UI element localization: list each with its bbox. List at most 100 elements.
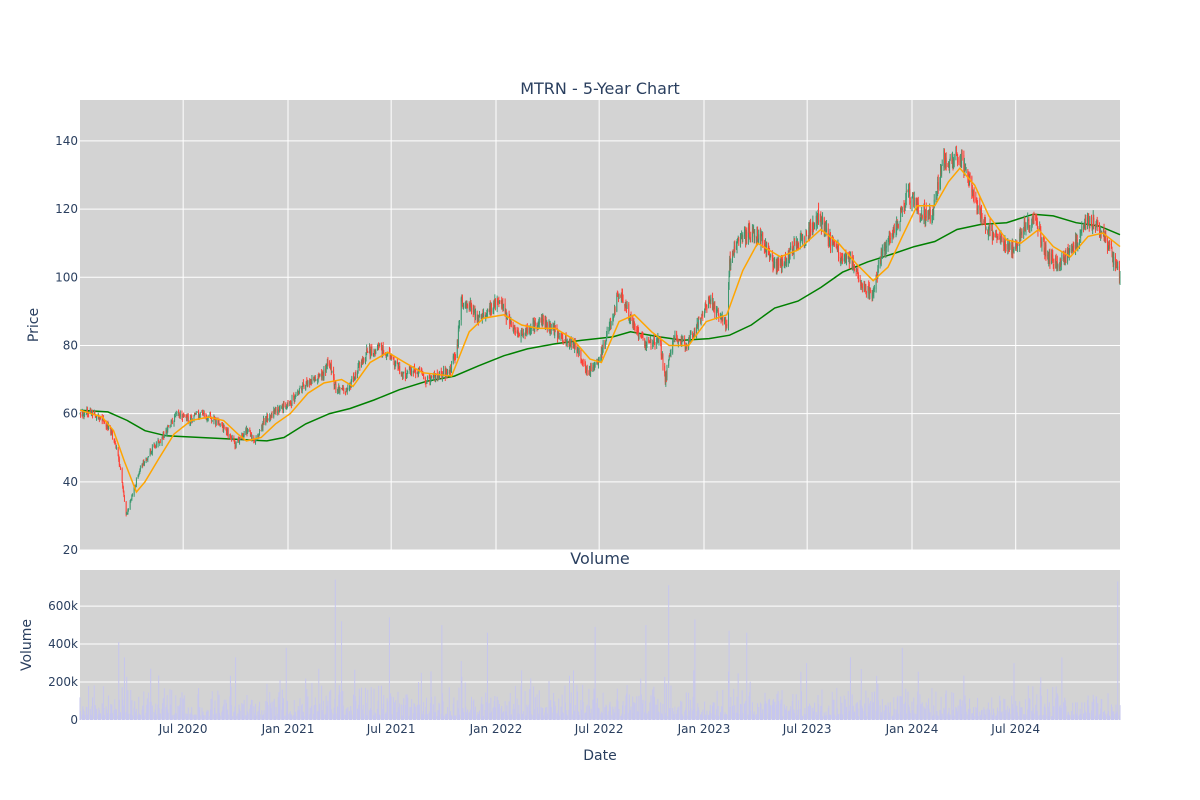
- volume-bar: [824, 715, 826, 720]
- volume-bar: [808, 707, 810, 720]
- volume-bar: [772, 700, 774, 720]
- volume-bar: [361, 709, 363, 720]
- volume-bar: [828, 705, 830, 720]
- candle-down-body: [912, 193, 914, 195]
- candle-up-body: [760, 235, 762, 245]
- volume-bar: [693, 709, 695, 720]
- volume-bar: [847, 691, 849, 720]
- candle-up-body: [829, 233, 831, 243]
- candle-up-body: [901, 208, 903, 210]
- candle-down-body: [897, 224, 899, 228]
- volume-bar: [1077, 715, 1079, 720]
- volume-bar: [469, 709, 471, 720]
- volume-bar: [129, 713, 131, 720]
- candle-down-body: [327, 361, 329, 365]
- volume-bar: [350, 710, 352, 720]
- volume-bar: [521, 670, 523, 720]
- candle-up-body: [165, 429, 167, 437]
- volume-bar: [432, 704, 434, 720]
- candle-down-body: [706, 307, 708, 310]
- candle-down-body: [374, 351, 376, 353]
- candle-down-body: [718, 315, 720, 318]
- volume-bar: [310, 714, 312, 720]
- candle-down-body: [676, 336, 678, 342]
- volume-bar: [817, 694, 819, 720]
- candle-down-body: [489, 303, 491, 313]
- candle-up-body: [736, 245, 737, 249]
- volume-bar: [574, 710, 576, 720]
- candle-up-body: [338, 386, 340, 390]
- volume-bar: [294, 711, 296, 720]
- candle-down-body: [238, 440, 240, 443]
- volume-bar: [522, 713, 524, 720]
- volume-bar: [249, 708, 251, 720]
- candle-up-body: [741, 234, 743, 236]
- volume-bar: [402, 704, 404, 720]
- candle-up-body: [809, 225, 811, 236]
- candle-down-body: [948, 162, 950, 167]
- volume-bar: [506, 705, 508, 720]
- candle-down-body: [570, 344, 572, 347]
- candle-down-body: [490, 304, 492, 314]
- volume-bar: [100, 713, 102, 720]
- volume-bar: [143, 715, 145, 720]
- candle-down-body: [733, 253, 735, 255]
- volume-bar: [867, 697, 869, 720]
- volume-bar: [127, 690, 129, 720]
- volume-bar: [143, 691, 145, 720]
- candle-down-body: [434, 374, 436, 381]
- volume-bar: [283, 715, 285, 720]
- candle-down-body: [1114, 255, 1116, 269]
- volume-bar: [677, 707, 679, 720]
- x-tick-label: Jul 2020: [158, 722, 208, 736]
- volume-bar: [524, 690, 526, 720]
- candle-down-body: [103, 422, 105, 423]
- candle-down-body: [471, 303, 472, 309]
- volume-bar: [545, 715, 547, 720]
- volume-bar: [645, 625, 647, 720]
- candle-down-body: [518, 332, 520, 337]
- volume-bar: [142, 705, 144, 720]
- candle-up-body: [247, 431, 248, 434]
- candle-down-body: [662, 355, 664, 367]
- volume-bar: [270, 713, 272, 720]
- volume-bar: [737, 673, 739, 720]
- volume-bar: [888, 712, 890, 720]
- volume-bar: [512, 708, 514, 720]
- volume-bar: [313, 705, 315, 720]
- candle-up-body: [781, 262, 783, 267]
- candle-up-body: [459, 320, 460, 325]
- candle-up-body: [1051, 254, 1053, 264]
- candle-down-body: [684, 338, 686, 344]
- volume-bar: [1095, 696, 1097, 720]
- volume-bar: [429, 710, 431, 720]
- volume-bar: [209, 716, 211, 720]
- volume-bar: [333, 714, 335, 720]
- volume-bar: [893, 708, 895, 720]
- candle-down-body: [694, 332, 696, 333]
- volume-bar: [545, 707, 547, 720]
- candle-up-body: [1084, 218, 1086, 226]
- candle-down-body: [428, 377, 430, 379]
- candle-down-body: [381, 345, 382, 351]
- volume-bar: [187, 715, 189, 720]
- volume-bar: [721, 708, 723, 720]
- volume-bar: [285, 715, 287, 720]
- volume-bar: [146, 704, 148, 720]
- volume-bar: [815, 712, 817, 720]
- candle-down-body: [389, 352, 391, 359]
- volume-bar: [568, 709, 570, 720]
- volume-bar: [1007, 712, 1009, 720]
- candle-down-body: [748, 225, 750, 228]
- volume-bar: [326, 705, 328, 720]
- volume-bar: [447, 707, 449, 720]
- candle-up-body: [656, 338, 658, 346]
- candle-down-body: [1056, 261, 1058, 267]
- volume-bar: [107, 695, 109, 720]
- volume-bar: [387, 701, 389, 720]
- candle-down-body: [861, 286, 863, 289]
- volume-bar: [548, 681, 550, 720]
- candle-down-body: [806, 232, 808, 237]
- candle-up-body: [449, 369, 451, 372]
- candle-down-body: [1011, 244, 1013, 255]
